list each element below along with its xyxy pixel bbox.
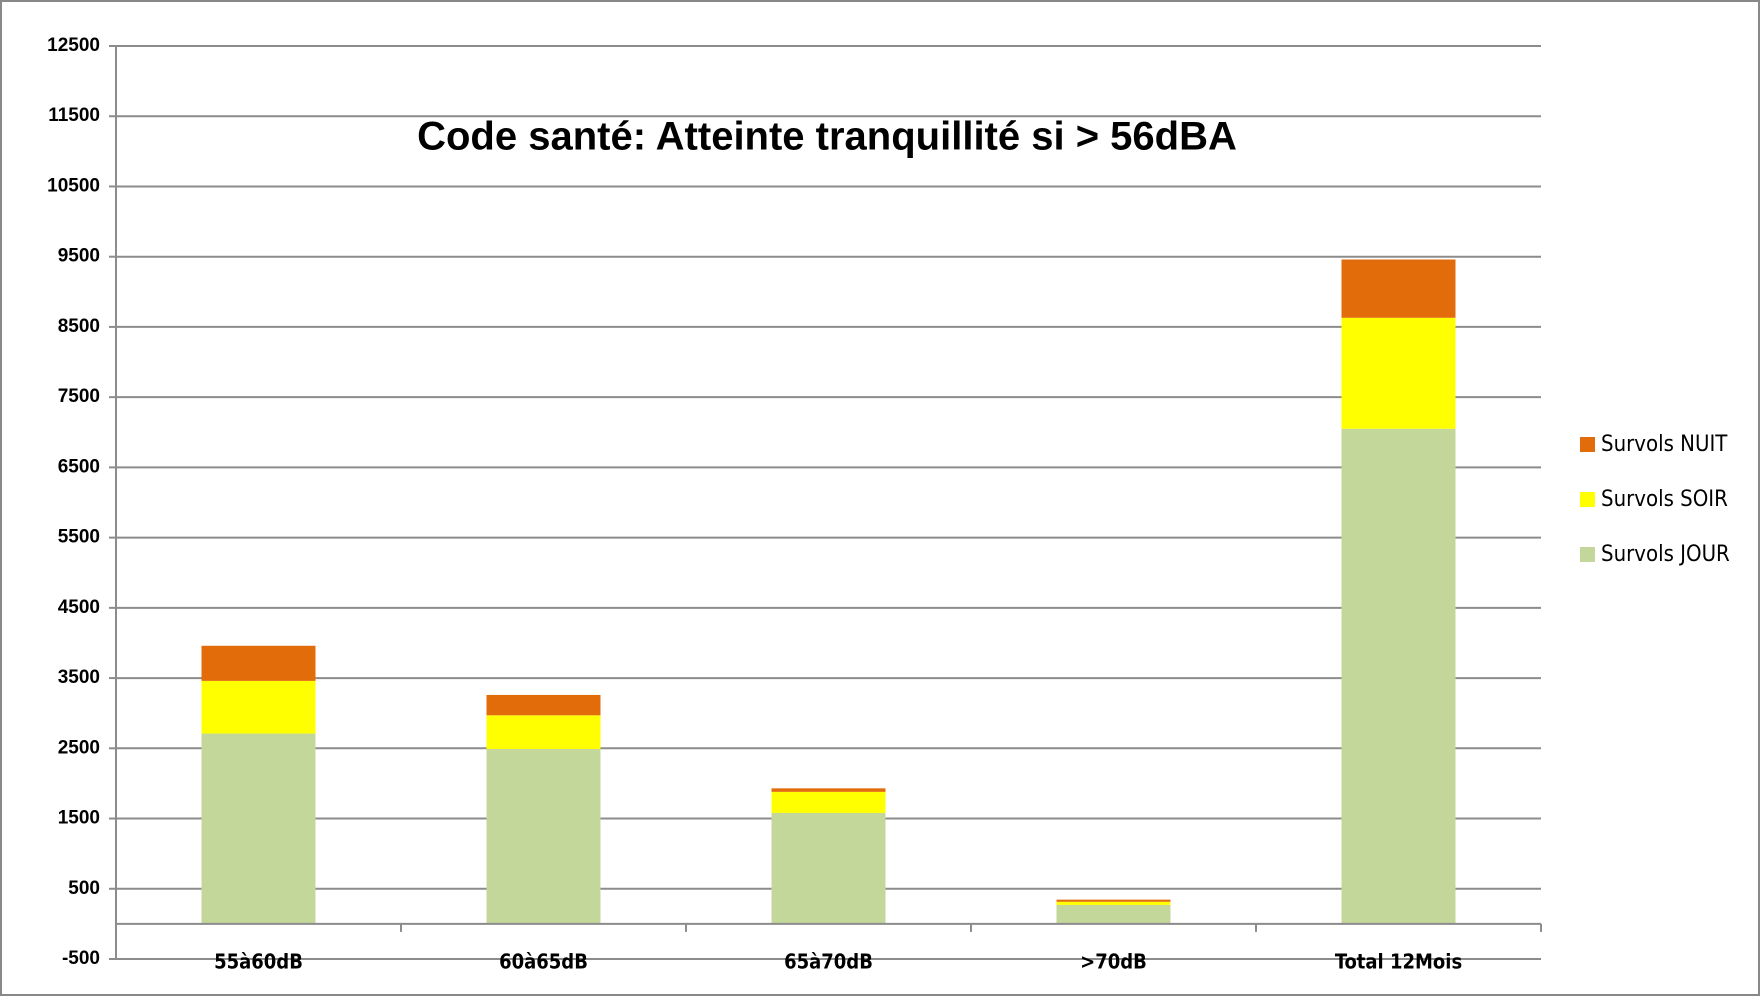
y-tick-label: 4500 [58,597,100,618]
y-tick-label: 12500 [47,35,100,56]
x-tick-label: 60à65dB [499,950,588,974]
y-tick-label: 6500 [58,456,100,477]
x-tick-label: >70dB [1080,950,1147,974]
chart-title: Code santé: Atteinte tranquillité si > 5… [417,115,1237,159]
x-tick-label: 55à60dB [214,950,303,974]
bar-segment [1341,428,1456,924]
bar-segment [201,733,316,924]
legend-swatch [1580,547,1595,562]
bar-segment [486,694,601,716]
y-tick-label: 10500 [47,175,100,196]
x-tick-label: 65à70dB [784,950,873,974]
bar-segment [1056,899,1171,902]
y-tick-label: -500 [62,948,100,969]
legend-label: Survols SOIR [1601,487,1728,512]
bar-segment [1341,259,1456,318]
y-tick-label: 3500 [58,667,100,688]
y-tick-label: 1500 [58,808,100,829]
bar-segment [201,680,316,734]
y-tick-label: 2500 [58,737,100,758]
y-tick-label: 8500 [58,316,100,337]
bar-segment [201,645,316,681]
bar-segment [771,812,886,924]
y-tick-label: 500 [68,878,100,899]
bar-segment [1341,317,1456,429]
y-tick-label: 7500 [58,386,100,407]
y-tick-label: 9500 [58,246,100,267]
bar-segment [486,749,601,924]
legend-label: Survols NUIT [1601,432,1728,457]
legend-swatch [1580,492,1595,507]
bar-segment [771,788,886,792]
bar-segment [1056,901,1171,905]
bar-segment [1056,904,1171,924]
legend-label: Survols JOUR [1601,542,1730,567]
x-tick-label: Total 12Mois [1335,950,1462,974]
y-tick-label: 5500 [58,527,100,548]
bar-segment [486,715,601,750]
y-tick-label: 11500 [48,105,100,126]
legend-swatch [1580,437,1595,452]
bar-segment [771,791,886,813]
